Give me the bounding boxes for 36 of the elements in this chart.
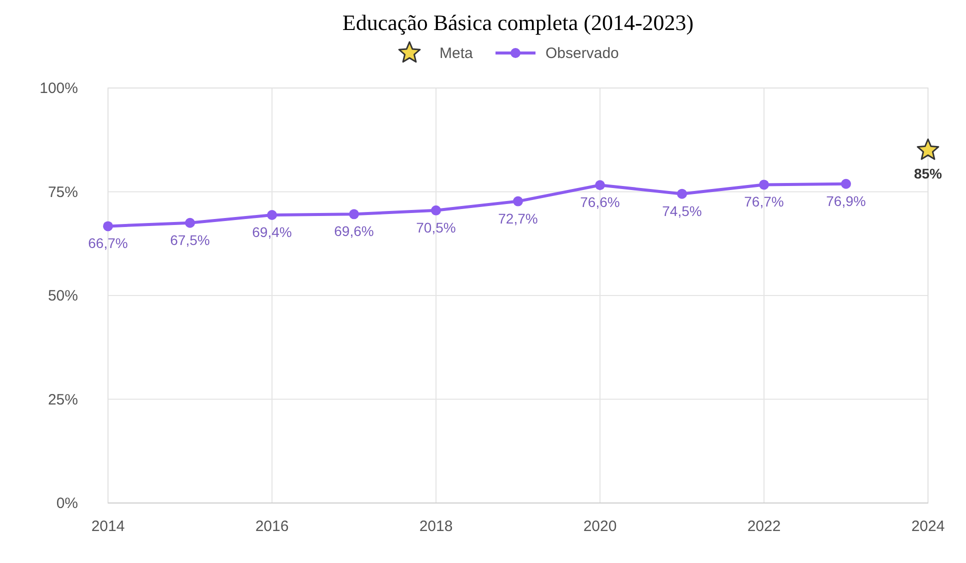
- point: [103, 221, 113, 232]
- x-tick-label: 2022: [747, 518, 781, 535]
- y-tick-label: 100%: [40, 80, 78, 97]
- x-tick-label: 2018: [419, 518, 453, 535]
- point: [916, 138, 940, 160]
- y-tick-label: 25%: [48, 391, 78, 408]
- data-label: 76,7%: [744, 194, 784, 210]
- point: [185, 218, 195, 228]
- point: [759, 180, 769, 190]
- data-label: 66,7%: [88, 235, 128, 252]
- data-label: 72,7%: [498, 210, 538, 226]
- data-label: 69,6%: [334, 223, 374, 240]
- point: [349, 209, 359, 220]
- data-label: 67,5%: [170, 232, 210, 248]
- point: [595, 180, 605, 190]
- x-tick-label: 2016: [255, 518, 289, 535]
- point: [431, 205, 441, 216]
- x-tick-label: 2014: [91, 518, 125, 535]
- x-tick-label: 2020: [583, 518, 617, 535]
- data-label: 69,4%: [252, 224, 292, 240]
- x-tick-label: 2024: [911, 518, 945, 535]
- point: [513, 196, 523, 206]
- y-tick-label: 0%: [56, 495, 78, 512]
- point: [841, 178, 851, 189]
- point: [677, 188, 687, 199]
- data-label: 76,6%: [580, 194, 620, 210]
- y-tick-label: 50%: [48, 288, 78, 304]
- data-label: 74,5%: [662, 202, 702, 219]
- point: [267, 210, 277, 220]
- data-label: 85%: [914, 165, 943, 182]
- data-label: 70,5%: [416, 219, 456, 236]
- legend-label: Meta: [440, 45, 474, 62]
- chart-title: Educação Básica completa (2014-2023): [342, 10, 694, 35]
- legend-label: Observado: [546, 45, 619, 62]
- y-tick-label: 75%: [48, 184, 78, 201]
- data-label: 76,9%: [826, 192, 866, 209]
